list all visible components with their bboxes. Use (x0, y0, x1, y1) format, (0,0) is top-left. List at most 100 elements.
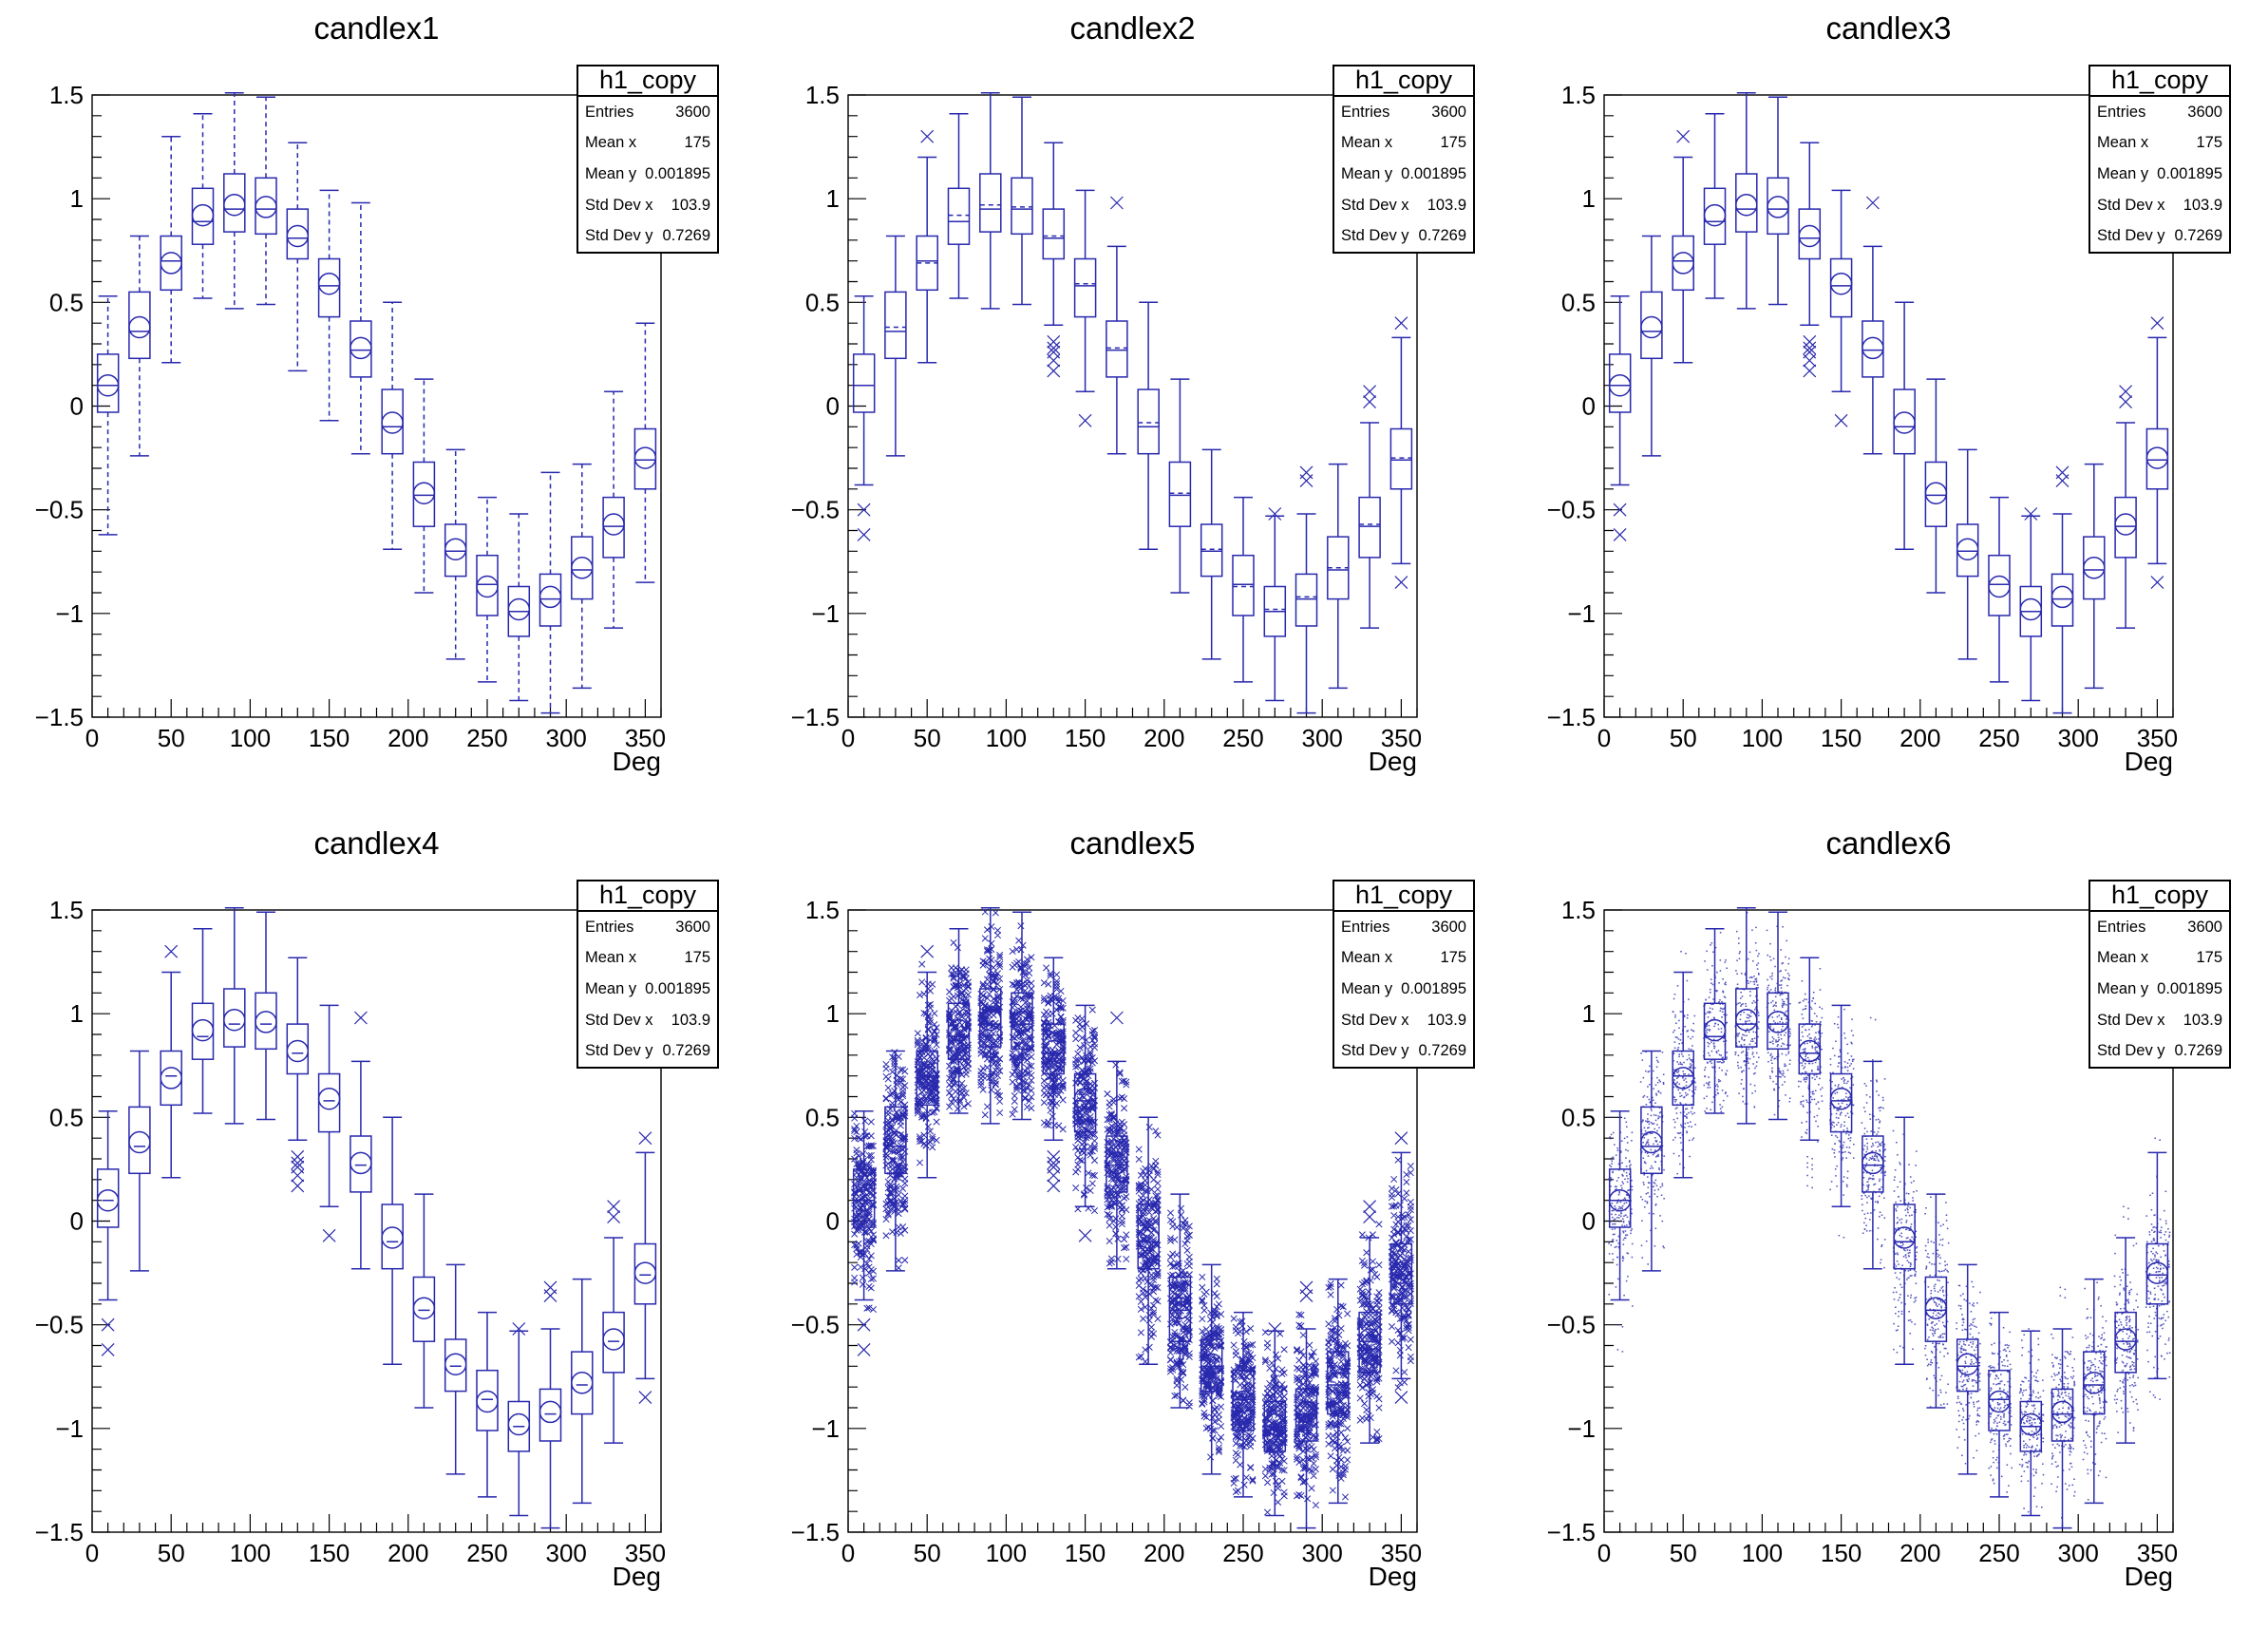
stats-value: 3600 (1431, 103, 1466, 121)
svg-text:50: 50 (158, 1539, 185, 1567)
svg-text:1: 1 (1582, 999, 1596, 1028)
svg-text:200: 200 (1143, 724, 1184, 752)
stats-label: Entries (585, 918, 634, 936)
stats-label: Std Dev x (2097, 1011, 2165, 1029)
plot-title: candlex6 (1825, 825, 1952, 861)
stats-row: Std Dev x 103.9 (2097, 1011, 2222, 1029)
stats-value: 0.7269 (2174, 227, 2222, 245)
stats-box: h1_copy Entries 3600 Mean x 175 Mean y 0.00… (1332, 880, 1475, 1069)
svg-text:1.5: 1.5 (1561, 81, 1596, 109)
svg-text:1: 1 (826, 999, 840, 1028)
pad-candlex2: 0 50 100 150 200 250 300 350 −1.5 −1 −0.5 0 0.5 1 1.5 … (756, 0, 1512, 815)
svg-text:50: 50 (1670, 724, 1697, 752)
stats-value: 3600 (675, 918, 710, 936)
stats-title: h1_copy (1334, 66, 1473, 97)
stats-value: 103.9 (671, 196, 710, 214)
svg-text:350: 350 (2137, 724, 2178, 752)
svg-text:0: 0 (826, 392, 840, 421)
stats-row: Mean y 0.001895 (2097, 980, 2222, 997)
stats-label: Entries (2097, 918, 2146, 936)
stats-label: Entries (2097, 103, 2146, 121)
stats-label: Std Dev y (585, 227, 653, 245)
svg-text:150: 150 (1065, 724, 1106, 752)
stats-row: Mean y 0.001895 (1341, 979, 1466, 997)
stats-value: 0.001895 (645, 979, 710, 997)
svg-text:100: 100 (1742, 1539, 1783, 1567)
svg-text:50: 50 (914, 1539, 941, 1567)
stats-row: Mean x 175 (585, 950, 710, 966)
x-axis-title: Deg (2124, 747, 2173, 776)
stats-box: h1_copy Entries 3600 Mean x 175 Mean y 0.00… (576, 880, 719, 1069)
stats-label: Std Dev x (585, 1011, 653, 1029)
stats-body: Entries 3600 Mean x 175 Mean y 0.001895 Std… (2090, 97, 2229, 252)
svg-text:300: 300 (1302, 724, 1343, 752)
svg-text:−1: −1 (811, 1414, 840, 1443)
svg-text:0: 0 (85, 724, 99, 752)
svg-text:−0.5: −0.5 (791, 1311, 840, 1339)
candle-plot-candlex3: 0 50 100 150 200 250 300 350 −1.5 −1 −0.5 0 0.5 1 1.5 (1547, 81, 2178, 752)
svg-text:350: 350 (2137, 1539, 2178, 1567)
stats-value: 103.9 (2183, 1011, 2222, 1029)
stats-row: Std Dev y 0.7269 (2097, 1043, 2222, 1059)
stats-box: h1_copy Entries 3600 Mean x 175 Mean y 0.00… (2088, 65, 2231, 254)
stats-row: Mean x 175 (2097, 950, 2222, 966)
stats-value: 175 (1440, 134, 1466, 152)
plot-title: candlex1 (313, 10, 440, 46)
stats-body: Entries 3600 Mean x 175 Mean y 0.001895 Std… (1334, 97, 1473, 252)
stats-value: 0.001895 (1401, 164, 1466, 182)
svg-text:1: 1 (826, 184, 840, 213)
svg-text:0.5: 0.5 (805, 288, 840, 316)
stats-title: h1_copy (578, 881, 717, 912)
svg-text:350: 350 (1381, 1539, 1422, 1567)
svg-text:350: 350 (1381, 724, 1422, 752)
stats-title: h1_copy (1334, 881, 1473, 912)
stats-label: Std Dev x (2097, 196, 2165, 214)
svg-text:−1: −1 (55, 599, 84, 628)
svg-text:−1: −1 (811, 599, 840, 628)
stats-row: Mean y 0.001895 (585, 979, 710, 997)
stats-value: 175 (1440, 949, 1466, 967)
svg-text:350: 350 (625, 724, 666, 752)
stats-label: Mean x (2097, 134, 2149, 152)
stats-value: 0.7269 (2174, 1042, 2222, 1060)
svg-text:−1: −1 (1567, 1414, 1596, 1443)
svg-text:250: 250 (466, 724, 507, 752)
svg-text:250: 250 (1978, 724, 2019, 752)
svg-text:1: 1 (70, 999, 84, 1028)
stats-body: Entries 3600 Mean x 175 Mean y 0.001895 Std… (578, 97, 717, 252)
stats-box: h1_copy Entries 3600 Mean x 175 Mean y 0.00… (2088, 880, 2231, 1069)
stats-value: 175 (684, 134, 710, 152)
plot-title: candlex4 (313, 825, 440, 861)
stats-value: 0.001895 (2157, 164, 2222, 182)
stats-label: Mean y (1341, 979, 1393, 997)
svg-text:200: 200 (1143, 1539, 1184, 1567)
svg-text:−1.5: −1.5 (791, 1518, 840, 1546)
stats-value: 103.9 (671, 1011, 710, 1029)
pad-candlex4: 0 50 100 150 200 250 300 350 −1.5 −1 −0.5 0 0.5 1 1.5 … (0, 815, 756, 1630)
stats-row: Entries 3600 (585, 104, 710, 121)
x-axis-title: Deg (1368, 747, 1417, 776)
stats-label: Entries (1341, 918, 1390, 936)
stats-row: Std Dev x 103.9 (2097, 196, 2222, 214)
svg-text:100: 100 (230, 1539, 271, 1567)
svg-text:1: 1 (1582, 184, 1596, 213)
svg-text:50: 50 (158, 724, 185, 752)
svg-text:200: 200 (387, 1539, 428, 1567)
svg-text:100: 100 (230, 724, 271, 752)
svg-text:0: 0 (70, 1207, 84, 1236)
svg-text:−1.5: −1.5 (791, 703, 840, 731)
stats-row: Entries 3600 (2097, 104, 2222, 121)
stats-row: Entries 3600 (1341, 919, 1466, 936)
svg-text:−0.5: −0.5 (1547, 496, 1596, 524)
plot-title: candlex3 (1825, 10, 1952, 46)
stats-value: 103.9 (1427, 1011, 1466, 1029)
svg-text:200: 200 (1899, 724, 1940, 752)
plot-title: candlex5 (1069, 825, 1196, 861)
svg-text:300: 300 (1302, 1539, 1343, 1567)
svg-text:100: 100 (986, 724, 1027, 752)
stats-value: 175 (2196, 134, 2222, 152)
candle-plot-candlex6: 0 50 100 150 200 250 300 350 −1.5 −1 −0.5 0 0.5 1 1.5 (1547, 896, 2178, 1567)
stats-row: Entries 3600 (2097, 919, 2222, 936)
svg-text:150: 150 (1065, 1539, 1106, 1567)
svg-text:250: 250 (1222, 1539, 1263, 1567)
